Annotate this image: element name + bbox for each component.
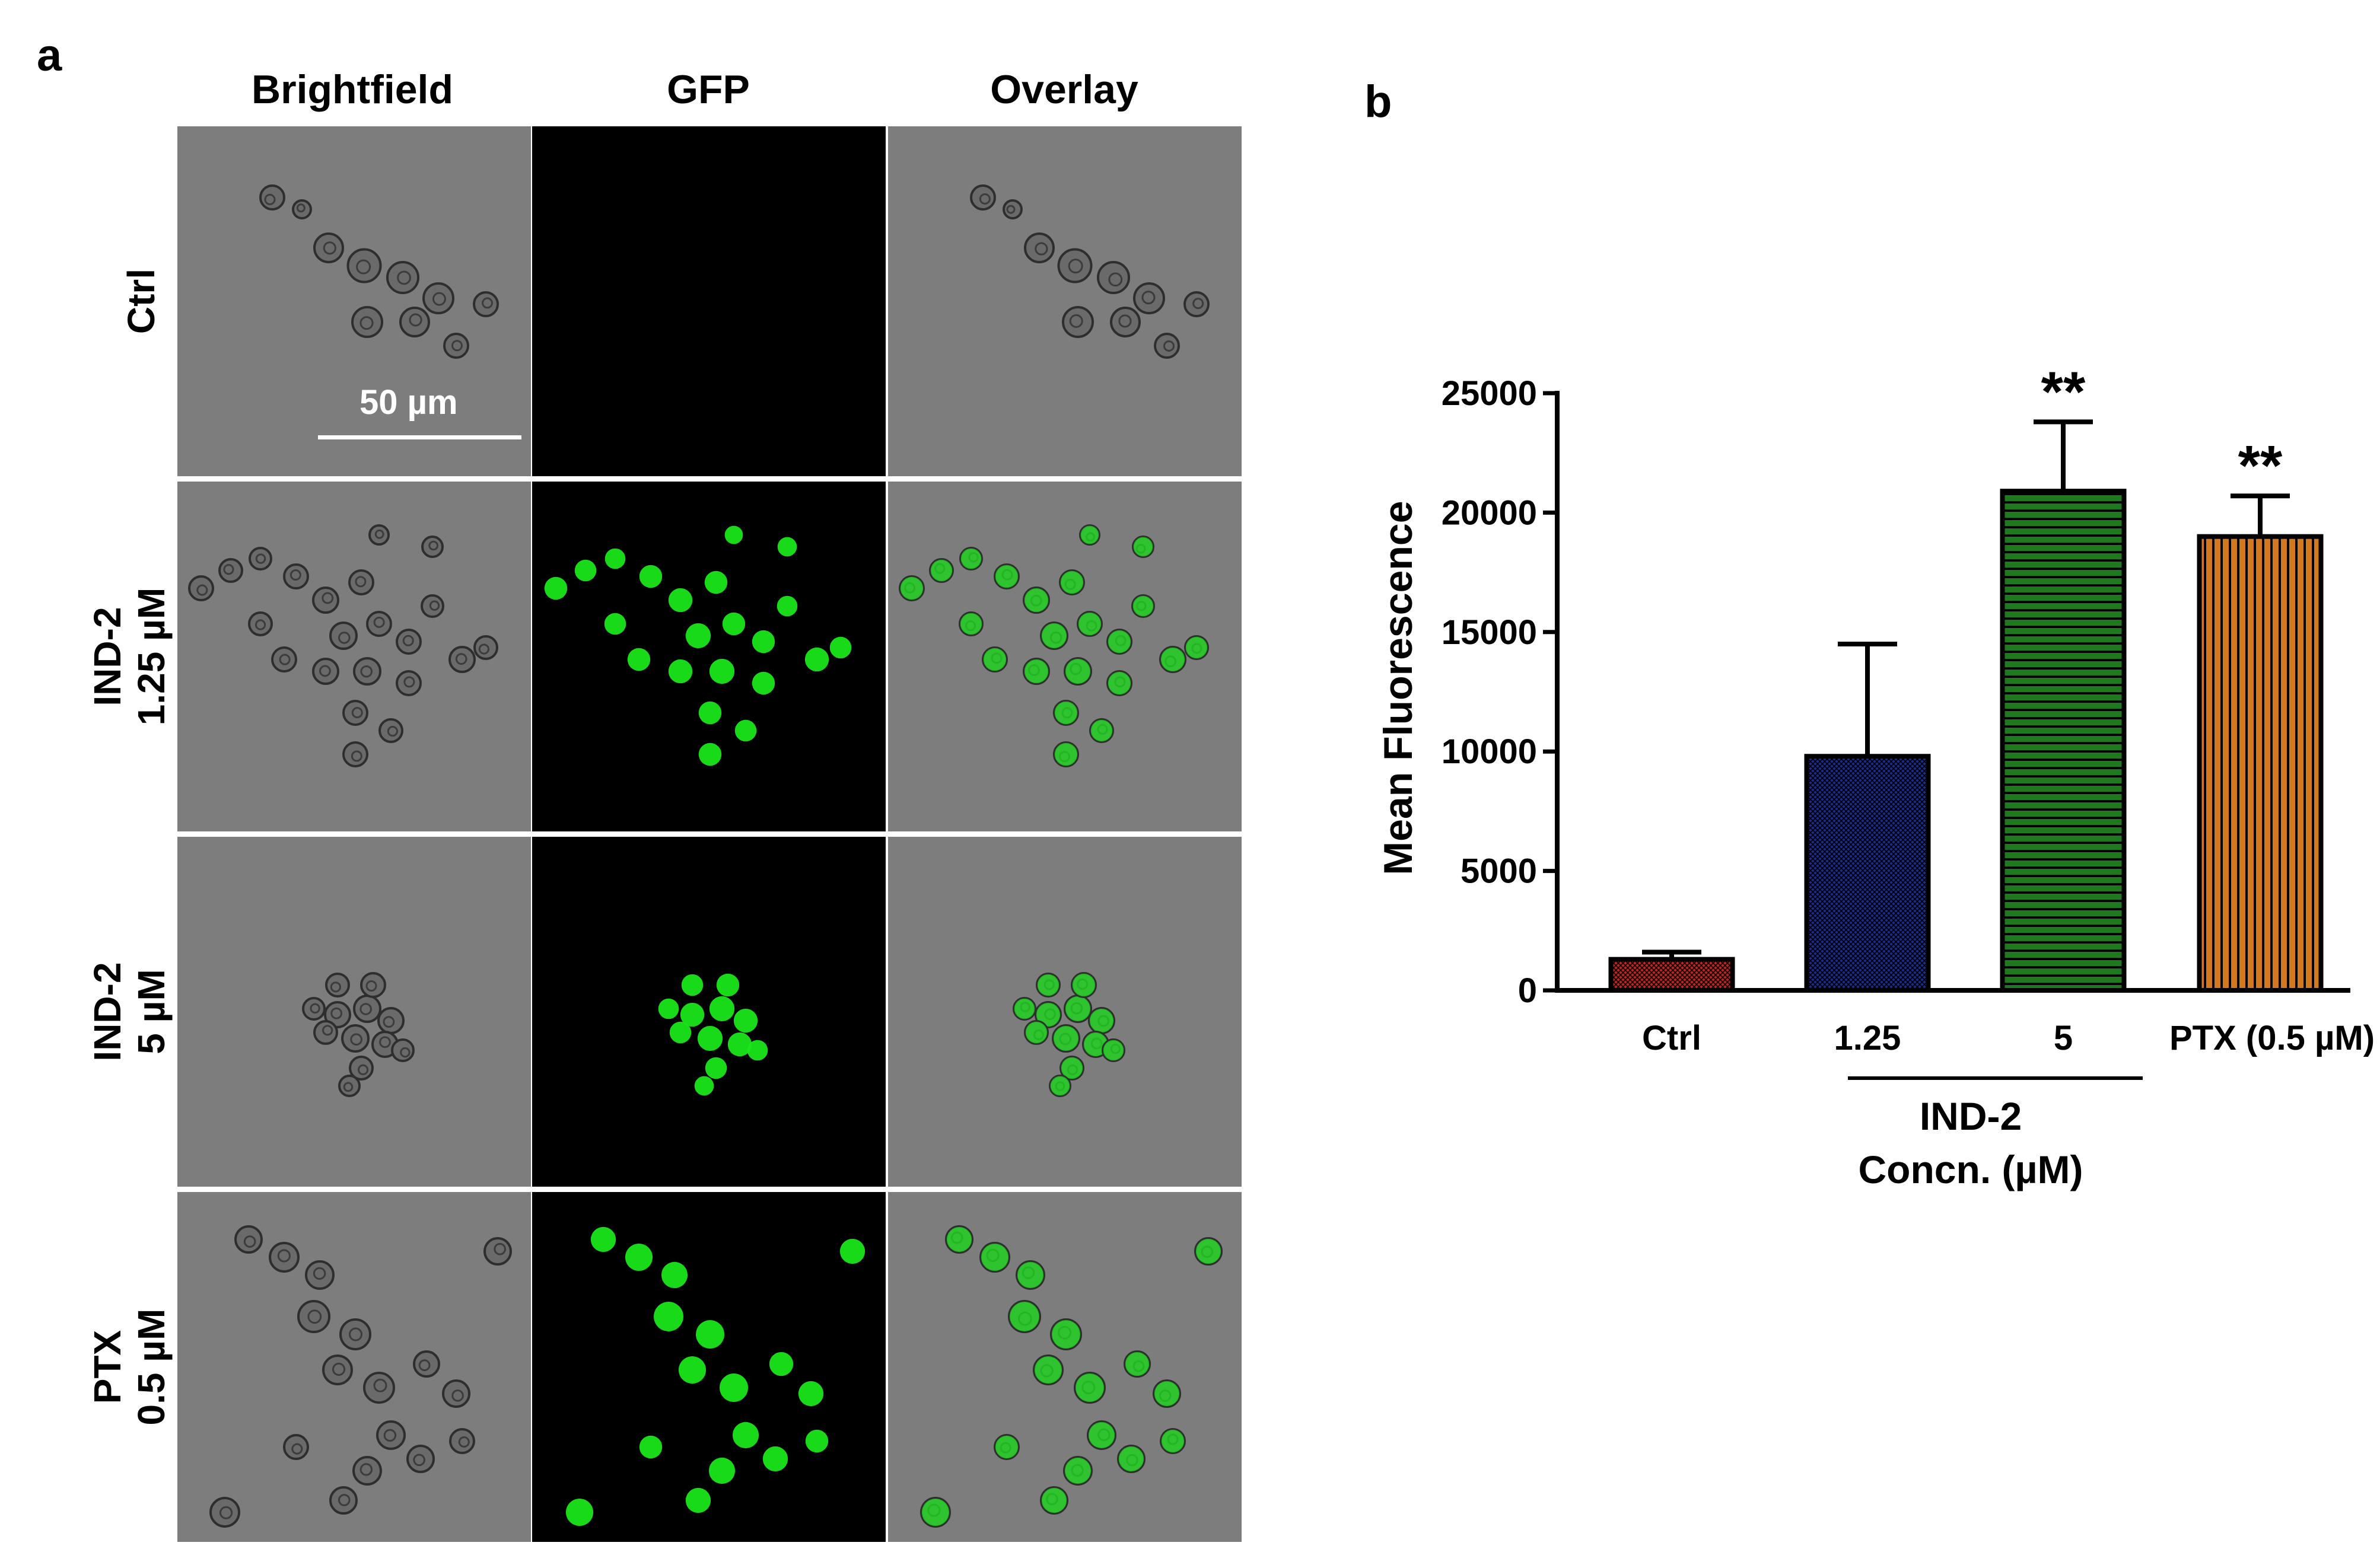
micrograph-gfp-row-2: [532, 482, 886, 831]
bar-1: [1608, 957, 1735, 993]
micrograph-gfp-row-4: [532, 1192, 886, 1542]
category-label-3: 5: [2054, 1019, 2073, 1057]
significance-label-4: **: [2238, 434, 2283, 498]
group-label-line1: IND-2: [1920, 1094, 2022, 1138]
y-tick-label: 0: [1518, 971, 1537, 1010]
micrograph-gfp-row-3: [532, 837, 886, 1187]
bar-2: [1804, 754, 1931, 993]
micrograph-brightfield-row-1: [177, 126, 531, 476]
micrograph-brightfield-row-4: [177, 1192, 531, 1542]
y-axis-label: Mean Fluorescence: [1376, 501, 1421, 875]
category-label-2: 1.25: [1834, 1019, 1901, 1057]
panel-a-letter: a: [37, 30, 62, 81]
y-tick-label: 25000: [1442, 374, 1537, 413]
panel-b-letter: b: [1364, 77, 1392, 127]
bar-3: [2000, 489, 2127, 993]
category-label-4: PTX (0.5 µM): [2169, 1019, 2375, 1057]
y-tick-label: 15000: [1442, 613, 1537, 652]
y-tick-label: 10000: [1442, 732, 1537, 771]
micrograph-overlay-row-4: [888, 1192, 1242, 1542]
micrograph-overlay-row-1: [888, 126, 1242, 476]
micrograph-brightfield-row-3: [177, 837, 531, 1187]
micrograph-overlay-row-2: [888, 482, 1242, 831]
column-header-gfp: GFP: [667, 67, 750, 112]
column-header-brightfield: Brightfield: [252, 67, 453, 112]
micrograph-overlay-row-3: [888, 837, 1242, 1187]
micrograph-gfp-row-1: [532, 126, 886, 476]
scale-bar: [318, 435, 521, 439]
group-label-line2: Concn. (µM): [1859, 1148, 2083, 1191]
bar-4: [2197, 534, 2324, 993]
y-tick-label: 20000: [1442, 493, 1537, 532]
y-tick-label: 5000: [1461, 852, 1537, 891]
category-label-1: Ctrl: [1642, 1019, 1701, 1057]
micrograph-brightfield-row-2: [177, 482, 531, 831]
scale-bar-label: 50 µm: [359, 383, 458, 422]
significance-label-3: **: [2041, 360, 2086, 423]
column-header-overlay: Overlay: [990, 67, 1138, 112]
